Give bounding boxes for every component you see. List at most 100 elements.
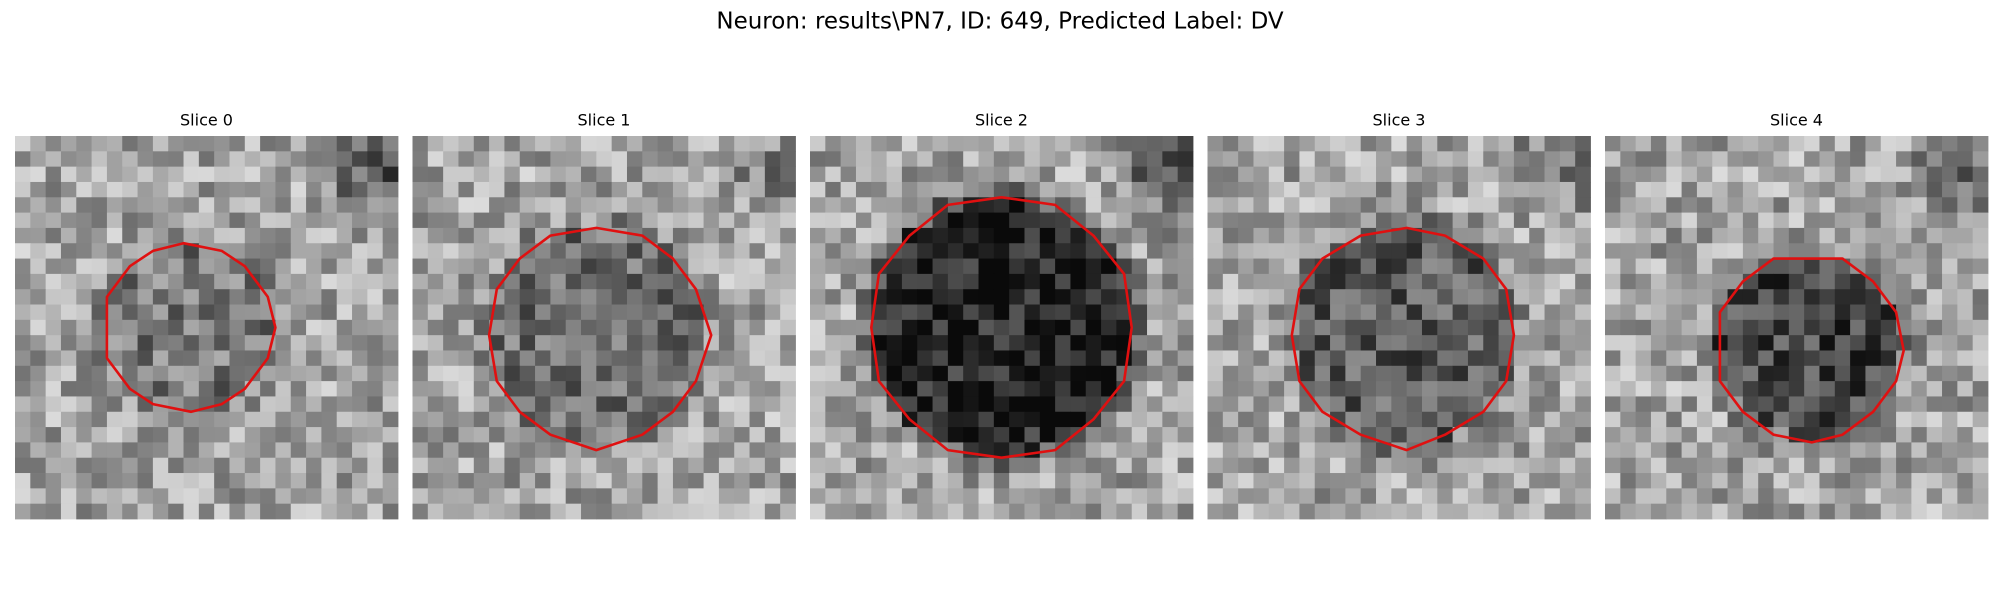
pixel xyxy=(1804,181,1820,198)
pixel xyxy=(840,304,857,321)
pixel xyxy=(60,166,77,183)
pixel xyxy=(260,181,276,198)
pixel xyxy=(367,503,384,520)
pixel xyxy=(1788,442,1805,459)
pixel xyxy=(183,258,200,275)
pixel xyxy=(137,243,154,259)
pixel xyxy=(1620,319,1637,336)
pixel xyxy=(1498,243,1515,259)
pixel xyxy=(244,335,261,351)
pixel xyxy=(275,457,292,474)
pixel xyxy=(703,457,720,474)
pixel xyxy=(1299,396,1316,413)
pixel xyxy=(718,473,735,489)
pixel xyxy=(1942,166,1958,183)
pixel xyxy=(1131,365,1148,382)
pixel xyxy=(489,212,505,229)
pixel xyxy=(30,503,47,520)
pixel xyxy=(1911,335,1928,351)
pixel xyxy=(30,289,47,305)
pixel xyxy=(749,273,766,290)
pixel xyxy=(1620,212,1637,229)
pixel xyxy=(749,151,766,168)
pixel xyxy=(1222,258,1239,275)
pixel xyxy=(932,396,949,413)
pixel xyxy=(1391,273,1408,290)
pixel xyxy=(1299,319,1316,336)
pixel xyxy=(901,136,918,152)
pixel xyxy=(917,166,933,183)
pixel xyxy=(519,273,536,290)
pixel xyxy=(855,304,872,321)
pixel xyxy=(1299,427,1316,443)
pixel xyxy=(764,197,781,213)
pixel xyxy=(657,457,674,474)
pixel xyxy=(1116,243,1133,259)
pixel xyxy=(810,488,826,505)
pixel xyxy=(504,289,521,305)
pixel xyxy=(458,243,475,259)
pixel xyxy=(473,396,490,413)
pixel xyxy=(978,151,995,168)
pixel xyxy=(1819,457,1836,474)
pixel xyxy=(1727,212,1744,229)
pixel xyxy=(152,151,169,168)
pixel xyxy=(642,503,659,520)
pixel xyxy=(1529,381,1545,397)
pixel xyxy=(1804,335,1820,351)
pixel xyxy=(168,427,184,443)
pixel xyxy=(168,258,184,275)
pixel xyxy=(275,411,292,428)
pixel xyxy=(260,212,276,229)
pixel xyxy=(886,503,903,520)
pixel xyxy=(535,442,551,459)
pixel xyxy=(290,488,307,505)
pixel xyxy=(91,136,108,152)
pixel xyxy=(1635,212,1652,229)
pixel xyxy=(106,442,123,459)
pixel xyxy=(825,488,842,505)
pixel xyxy=(886,381,903,397)
pixel xyxy=(1085,181,1102,198)
pixel xyxy=(1406,365,1423,382)
pixel xyxy=(30,442,47,459)
pixel xyxy=(1253,166,1270,183)
pixel xyxy=(1330,365,1346,382)
pixel xyxy=(611,381,628,397)
pixel xyxy=(825,365,842,382)
pixel xyxy=(60,503,77,520)
pixel xyxy=(626,289,643,305)
pixel xyxy=(1055,136,1071,152)
pixel xyxy=(1085,197,1102,213)
pixel xyxy=(886,136,903,152)
pixel xyxy=(978,396,995,413)
pixel xyxy=(550,411,567,428)
pixel xyxy=(626,136,643,152)
pixel xyxy=(1681,350,1698,367)
pixel xyxy=(1529,151,1545,168)
pixel xyxy=(1070,457,1087,474)
pixel xyxy=(1314,151,1331,168)
pixel xyxy=(932,166,949,183)
pixel xyxy=(473,181,490,198)
pixel xyxy=(1483,151,1499,168)
pixel xyxy=(657,181,674,198)
pixel xyxy=(1070,473,1087,489)
pixel xyxy=(1804,457,1820,474)
pixel xyxy=(1116,227,1133,244)
pixel xyxy=(458,181,475,198)
pixel xyxy=(1391,227,1408,244)
pixel xyxy=(321,473,338,489)
pixel xyxy=(535,396,551,413)
pixel xyxy=(749,304,766,321)
pixel xyxy=(565,304,582,321)
pixel xyxy=(412,396,429,413)
pixel xyxy=(290,273,307,290)
pixel xyxy=(810,442,826,459)
pixel xyxy=(1421,411,1438,428)
pixel xyxy=(1605,411,1621,428)
pixel xyxy=(1009,488,1025,505)
pixel xyxy=(963,381,979,397)
pixel xyxy=(657,151,674,168)
pixel xyxy=(718,243,735,259)
